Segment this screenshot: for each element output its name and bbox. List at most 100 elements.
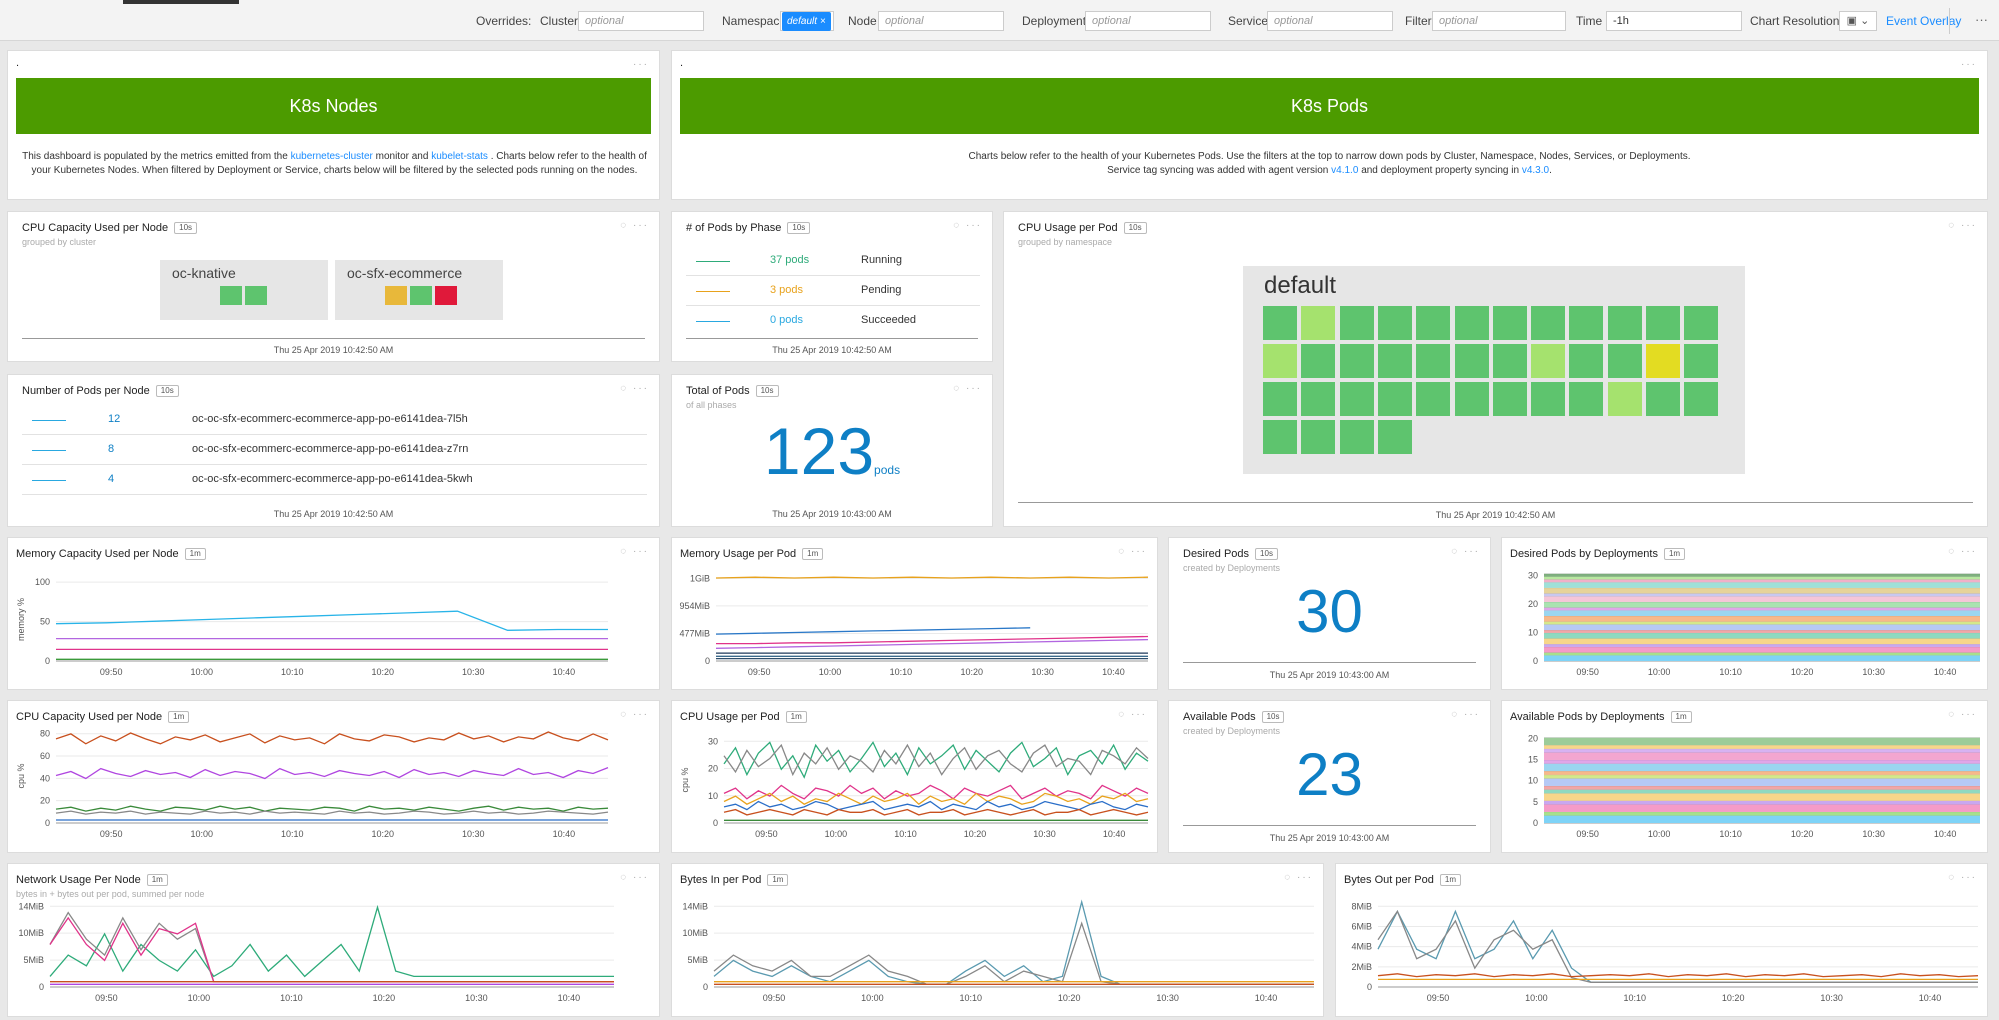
cpu-usage-chart[interactable]: 0 10 20 30 09:50 10:00 10:10 10:20 10:30 10:40 cpu… [672, 701, 1159, 854]
heatmap-cell[interactable] [1454, 344, 1489, 378]
area-band[interactable] [1544, 771, 1980, 775]
heatmap-cell[interactable] [1607, 306, 1642, 340]
bell-icon[interactable]: ◌ [1284, 872, 1293, 883]
memory-capacity-chart[interactable]: 0 50 100 09:50 10:00 10:10 10:20 10:30 10:40 memo… [8, 538, 661, 691]
heatmap-cell[interactable] [1416, 306, 1451, 340]
close-icon[interactable]: × [819, 16, 826, 27]
heatmap-cell[interactable] [1531, 382, 1566, 416]
heatmap-cell[interactable] [1263, 344, 1297, 378]
heatmap-cell[interactable] [1454, 306, 1489, 340]
more-options-icon[interactable]: ··· [1131, 546, 1147, 557]
more-options-icon[interactable]: ··· [1961, 709, 1977, 720]
event-overlay-link[interactable]: Event Overlay [1886, 14, 1962, 28]
series-line[interactable] [55, 610, 608, 631]
heatmap-cell[interactable] [1454, 382, 1489, 416]
more-options-icon[interactable]: ··· [1961, 59, 1977, 70]
more-options-icon[interactable]: ··· [1464, 709, 1480, 720]
series-line[interactable] [49, 916, 614, 983]
series-line[interactable] [715, 627, 1031, 635]
heatmap-cell[interactable] [1646, 382, 1680, 416]
panel-actions[interactable]: ◌ ··· [1948, 872, 1977, 883]
panel-actions[interactable]: ◌ ··· [1451, 546, 1480, 557]
heatmap-cell[interactable] [1646, 344, 1680, 378]
panel-actions[interactable]: ◌ ··· [620, 220, 649, 231]
cpu-capacity-chart[interactable]: 0 20 40 60 80 09:50 10:00 10:10 10:20 10:30 10:40 c… [8, 701, 661, 854]
series-line[interactable] [55, 805, 609, 812]
bell-icon[interactable]: ◌ [1451, 546, 1460, 557]
heatmap-cell[interactable] [1377, 306, 1412, 340]
panel-actions[interactable]: ◌ ··· [1118, 546, 1147, 557]
kubernetes-cluster-link[interactable]: kubernetes-cluster [290, 151, 373, 162]
series-line[interactable] [713, 921, 1314, 985]
heatmap-cell[interactable] [1492, 382, 1527, 416]
more-options-icon[interactable]: ··· [1297, 872, 1313, 883]
bell-icon[interactable]: ◌ [1948, 709, 1957, 720]
area-band[interactable] [1544, 632, 1980, 639]
series-line[interactable] [1377, 973, 1979, 978]
series-line[interactable] [723, 808, 1149, 816]
bell-icon[interactable]: ◌ [620, 546, 629, 557]
desired-deployments-chart[interactable]: 0 10 20 30 09:50 10:00 10:10 10:20 10:30 10:40 [1502, 538, 1989, 691]
panel-actions[interactable]: ◌ ··· [620, 383, 649, 394]
area-band[interactable] [1544, 582, 1980, 588]
chart-resolution-select[interactable]: ▣ ⌄ [1839, 11, 1877, 31]
area-band[interactable] [1544, 655, 1980, 661]
area-band[interactable] [1544, 745, 1980, 749]
bell-icon[interactable]: ◌ [620, 220, 629, 231]
bell-icon[interactable]: ◌ [1118, 546, 1127, 557]
area-band[interactable] [1544, 789, 1980, 794]
namespace-input[interactable]: default × [780, 11, 834, 31]
series-line[interactable] [715, 576, 1149, 579]
area-band[interactable] [1544, 759, 1980, 764]
series-line[interactable] [723, 792, 1149, 806]
deployment-input[interactable]: optional [1085, 11, 1211, 31]
heatmap-cell[interactable] [1263, 420, 1297, 454]
area-band[interactable] [1544, 573, 1980, 577]
area-band[interactable] [1544, 815, 1980, 823]
available-deployments-chart[interactable]: 0 5 10 15 20 09:50 10:00 10:10 10:20 10:30 10:40 [1502, 701, 1989, 854]
more-options-icon[interactable]: ··· [1975, 12, 1988, 27]
heatmap-cell[interactable] [1531, 306, 1566, 340]
heatmap-cell[interactable] [1684, 344, 1719, 378]
bell-icon[interactable]: ◌ [1948, 546, 1957, 557]
area-band[interactable] [1544, 596, 1980, 602]
more-options-icon[interactable]: ··· [633, 59, 649, 70]
heatmap-cell[interactable] [1684, 306, 1719, 340]
bell-icon[interactable]: ◌ [1118, 709, 1127, 720]
series-line[interactable] [55, 766, 609, 780]
panel-actions[interactable]: ◌ ··· [953, 383, 982, 394]
series-line[interactable] [55, 731, 609, 745]
series-line[interactable] [716, 635, 1149, 645]
heatmap-cell[interactable] [1377, 382, 1412, 416]
area-band[interactable] [1544, 616, 1980, 622]
more-options-icon[interactable]: ··· [1464, 546, 1480, 557]
cluster-input[interactable]: optional [578, 11, 704, 31]
heatmap-cell[interactable] [1263, 382, 1297, 416]
area-band[interactable] [1544, 638, 1980, 645]
panel-actions[interactable]: ◌ ··· [1118, 709, 1147, 720]
area-band[interactable] [1544, 601, 1980, 608]
panel-actions[interactable]: ◌ ··· [1948, 709, 1977, 720]
more-options-icon[interactable]: ··· [966, 383, 982, 394]
more-options-icon[interactable]: ··· [633, 872, 649, 883]
heatmap-cell[interactable] [1531, 344, 1566, 378]
heatmap-cell[interactable] [1646, 306, 1680, 340]
panel-actions[interactable]: ◌ ··· [620, 872, 649, 883]
more-options-icon[interactable]: ··· [1961, 872, 1977, 883]
area-band[interactable] [1544, 800, 1980, 805]
heatmap-cell[interactable] [1301, 344, 1336, 378]
bell-icon[interactable]: ◌ [620, 709, 629, 720]
area-band[interactable] [1544, 763, 1980, 772]
series-line[interactable] [49, 911, 614, 983]
area-band[interactable] [1544, 737, 1980, 746]
panel-actions[interactable]: ◌ ··· [1284, 872, 1313, 883]
series-line[interactable] [723, 800, 1149, 811]
area-band[interactable] [1544, 793, 1980, 801]
heatmap-cell[interactable] [1569, 382, 1604, 416]
filter-input[interactable]: optional [1432, 11, 1566, 31]
more-options-icon[interactable]: ··· [1131, 709, 1147, 720]
area-band[interactable] [1544, 752, 1980, 760]
heatmap-group[interactable]: oc-sfx-ecommerce [335, 260, 503, 320]
node-input[interactable]: optional [878, 11, 1004, 31]
panel-actions[interactable]: ◌ ··· [1948, 546, 1977, 557]
